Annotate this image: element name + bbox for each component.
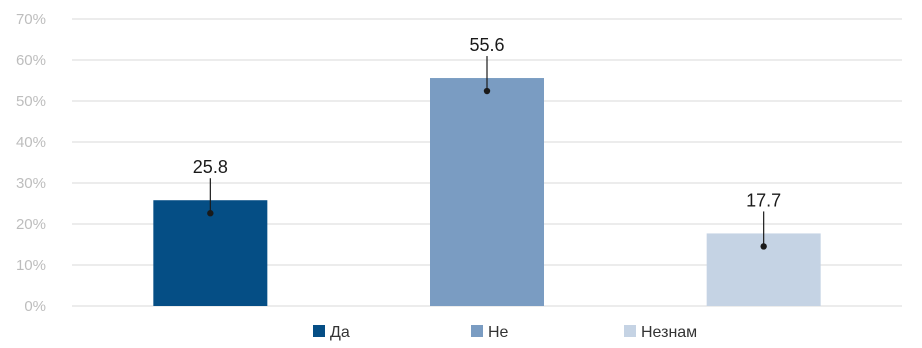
y-axis: 0% 10% 20% 30% 40% 50% 60% 70% [16, 11, 46, 315]
y-tick-label: 0% [24, 298, 46, 315]
data-label: 55.6 [469, 35, 504, 55]
y-tick-label: 20% [16, 216, 46, 233]
y-tick-label: 40% [16, 134, 46, 151]
legend-label: Не [488, 324, 509, 341]
y-tick-label: 30% [16, 175, 46, 192]
y-tick-label: 50% [16, 93, 46, 110]
y-tick-label: 70% [16, 11, 46, 28]
legend-label: Да [330, 324, 350, 341]
legend-swatch [624, 325, 636, 337]
callout-dot [483, 87, 491, 95]
data-label: 25.8 [193, 157, 228, 177]
bar [430, 78, 544, 306]
callout-dot [760, 243, 767, 250]
legend-swatch [313, 325, 325, 337]
data-labels: 25.8 55.6 17.7 [193, 35, 781, 250]
legend-swatch [471, 325, 483, 337]
y-tick-label: 60% [16, 52, 46, 69]
bars [153, 78, 821, 306]
legend-label: Незнам [641, 324, 697, 341]
legend: Да Не Незнам [313, 324, 697, 341]
y-tick-label: 10% [16, 257, 46, 274]
bar [153, 200, 268, 306]
data-label: 17.7 [746, 190, 781, 210]
callout-dot [207, 210, 214, 217]
